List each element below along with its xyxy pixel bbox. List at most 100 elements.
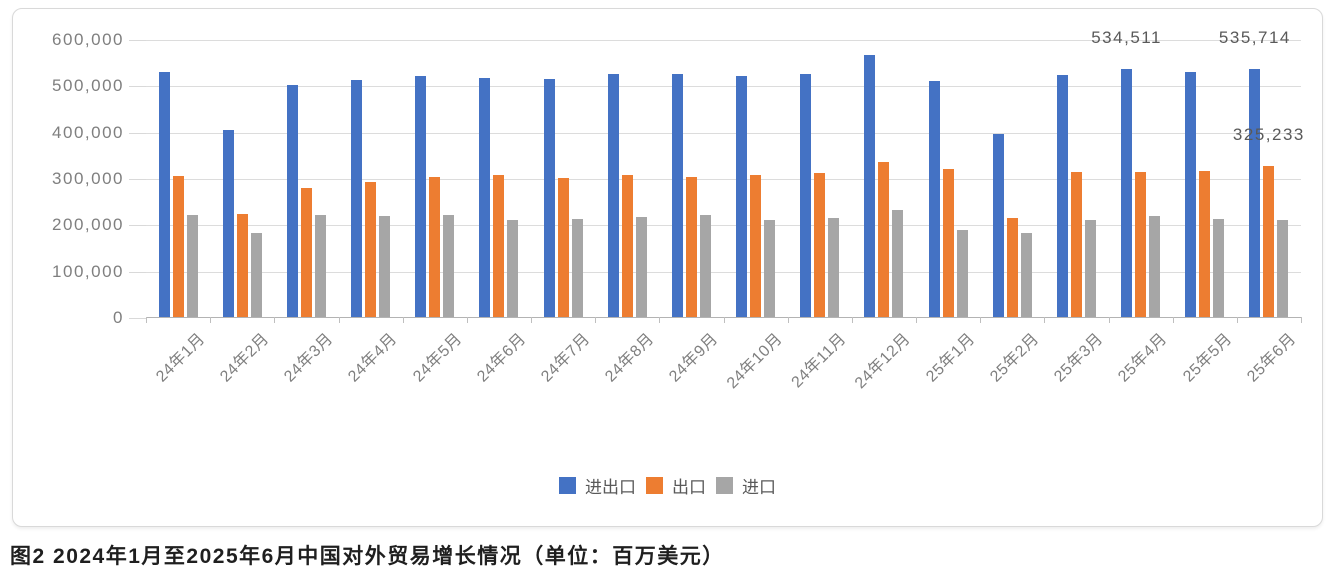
x-axis-tick	[659, 317, 661, 323]
y-axis-tick	[129, 86, 146, 88]
total-bar	[736, 75, 748, 317]
gridline	[146, 132, 1301, 134]
imports-bar	[1277, 219, 1289, 317]
exports-bar	[365, 181, 377, 317]
data-label: 325,233	[1232, 125, 1305, 145]
imports-bar	[1213, 218, 1225, 317]
x-axis-tick	[1301, 317, 1302, 323]
exports-bar	[621, 174, 633, 317]
legend-item-total: 进出口	[559, 473, 636, 498]
x-axis-tick	[595, 317, 597, 323]
imports-bar	[250, 233, 262, 317]
y-axis-label: 500,000	[52, 76, 124, 96]
exports-bar	[1135, 171, 1147, 317]
y-axis-label: 300,000	[52, 169, 124, 188]
y-axis-tick	[129, 40, 146, 41]
exports-bar	[878, 161, 890, 317]
exports-bar	[493, 174, 505, 317]
legend-swatch-icon	[646, 477, 663, 494]
total-bar	[1056, 74, 1068, 317]
imports-bar	[635, 216, 647, 317]
imports-bar	[443, 214, 455, 317]
legend-item-imports: 进口	[716, 473, 776, 498]
legend-label: 出口	[672, 478, 706, 497]
gridline	[146, 271, 1301, 273]
imports-bar	[956, 229, 968, 317]
exports-bar	[942, 168, 954, 317]
y-axis-tick	[129, 271, 146, 273]
x-axis-tick	[980, 317, 982, 323]
x-axis-tick	[338, 317, 340, 323]
y-axis-tick	[129, 179, 146, 180]
imports-bar	[1084, 219, 1096, 317]
legend-label: 进出口	[585, 478, 636, 497]
imports-bar	[379, 215, 391, 317]
total-bar	[158, 72, 170, 317]
imports-bar	[1149, 216, 1161, 317]
x-axis-label: 24年1月	[153, 330, 209, 386]
x-axis-tick	[1044, 317, 1046, 323]
imports-bar	[314, 214, 326, 317]
exports-bar	[300, 187, 312, 317]
x-axis-label: 24年8月	[602, 330, 658, 386]
y-axis-label: 600,000	[52, 30, 124, 49]
data-label: 535,714	[1218, 27, 1291, 47]
y-axis-label: 400,000	[52, 122, 124, 142]
y-axis-tick	[129, 132, 146, 134]
total-bar	[222, 129, 234, 317]
imports-bar	[699, 215, 711, 317]
exports-bar	[557, 178, 569, 317]
plot-area: 0 100,000 200,000 300,000 400,000 500,000 600,…	[52, 28, 1303, 392]
imports-bar	[828, 218, 840, 317]
imports-bar	[507, 220, 519, 317]
gridline	[146, 40, 1301, 41]
x-axis-label: 24年6月	[473, 330, 530, 386]
exports-bar	[1199, 171, 1211, 317]
exports-bar	[814, 173, 826, 317]
data-label: 534,511	[1091, 28, 1162, 48]
x-axis-label: 24年4月	[345, 330, 401, 386]
x-axis-tick	[274, 317, 276, 323]
figure-caption: 图2 2024年1月至2025年6月中国对外贸易增长情况（单位：百万美元）	[10, 545, 725, 568]
x-axis-tick	[1108, 317, 1110, 323]
legend-swatch-icon	[559, 477, 576, 494]
legend-item-exports: 出口	[646, 473, 706, 498]
exports-bar	[1070, 172, 1082, 317]
y-axis-tick	[129, 225, 146, 227]
total-bar	[1249, 68, 1261, 317]
x-axis-tick	[851, 317, 853, 323]
x-axis-label: 24年5月	[409, 330, 466, 386]
x-axis-tick	[466, 317, 468, 323]
total-bar	[543, 79, 555, 317]
total-bar	[607, 74, 619, 317]
total-bar	[1185, 72, 1197, 317]
exports-bar	[429, 177, 441, 317]
imports-bar	[764, 219, 776, 317]
total-bar	[479, 78, 491, 317]
x-axis-label: 24年2月	[217, 330, 273, 386]
x-axis-label: 24年7月	[538, 330, 594, 386]
legend: 进出口 出口 进口	[13, 473, 1322, 498]
x-axis-tick	[531, 317, 532, 323]
x-axis-tick	[1236, 317, 1238, 323]
x-axis-label: 25年2月	[987, 330, 1043, 386]
chart-card: 0 100,000 200,000 300,000 400,000 500,000 600,…	[12, 8, 1323, 527]
x-axis-tick	[402, 317, 404, 323]
total-bar	[928, 80, 940, 317]
x-axis-label: 25年5月	[1179, 330, 1236, 386]
x-axis-label: 24年11月	[788, 330, 851, 392]
x-axis-label: 24年10月	[723, 330, 786, 393]
imports-bar	[186, 214, 198, 317]
x-axis-label: 25年4月	[1115, 330, 1171, 386]
exports-bar	[1006, 217, 1018, 317]
gridline	[146, 179, 1301, 180]
x-axis-label: 25年3月	[1051, 330, 1107, 386]
total-bar	[992, 133, 1004, 317]
exports-bar	[750, 174, 762, 317]
imports-bar	[1020, 233, 1032, 317]
exports-bar	[1263, 166, 1275, 317]
legend-swatch-icon	[716, 477, 733, 494]
x-axis-tick	[1172, 317, 1174, 323]
x-axis-label: 25年1月	[923, 330, 979, 386]
